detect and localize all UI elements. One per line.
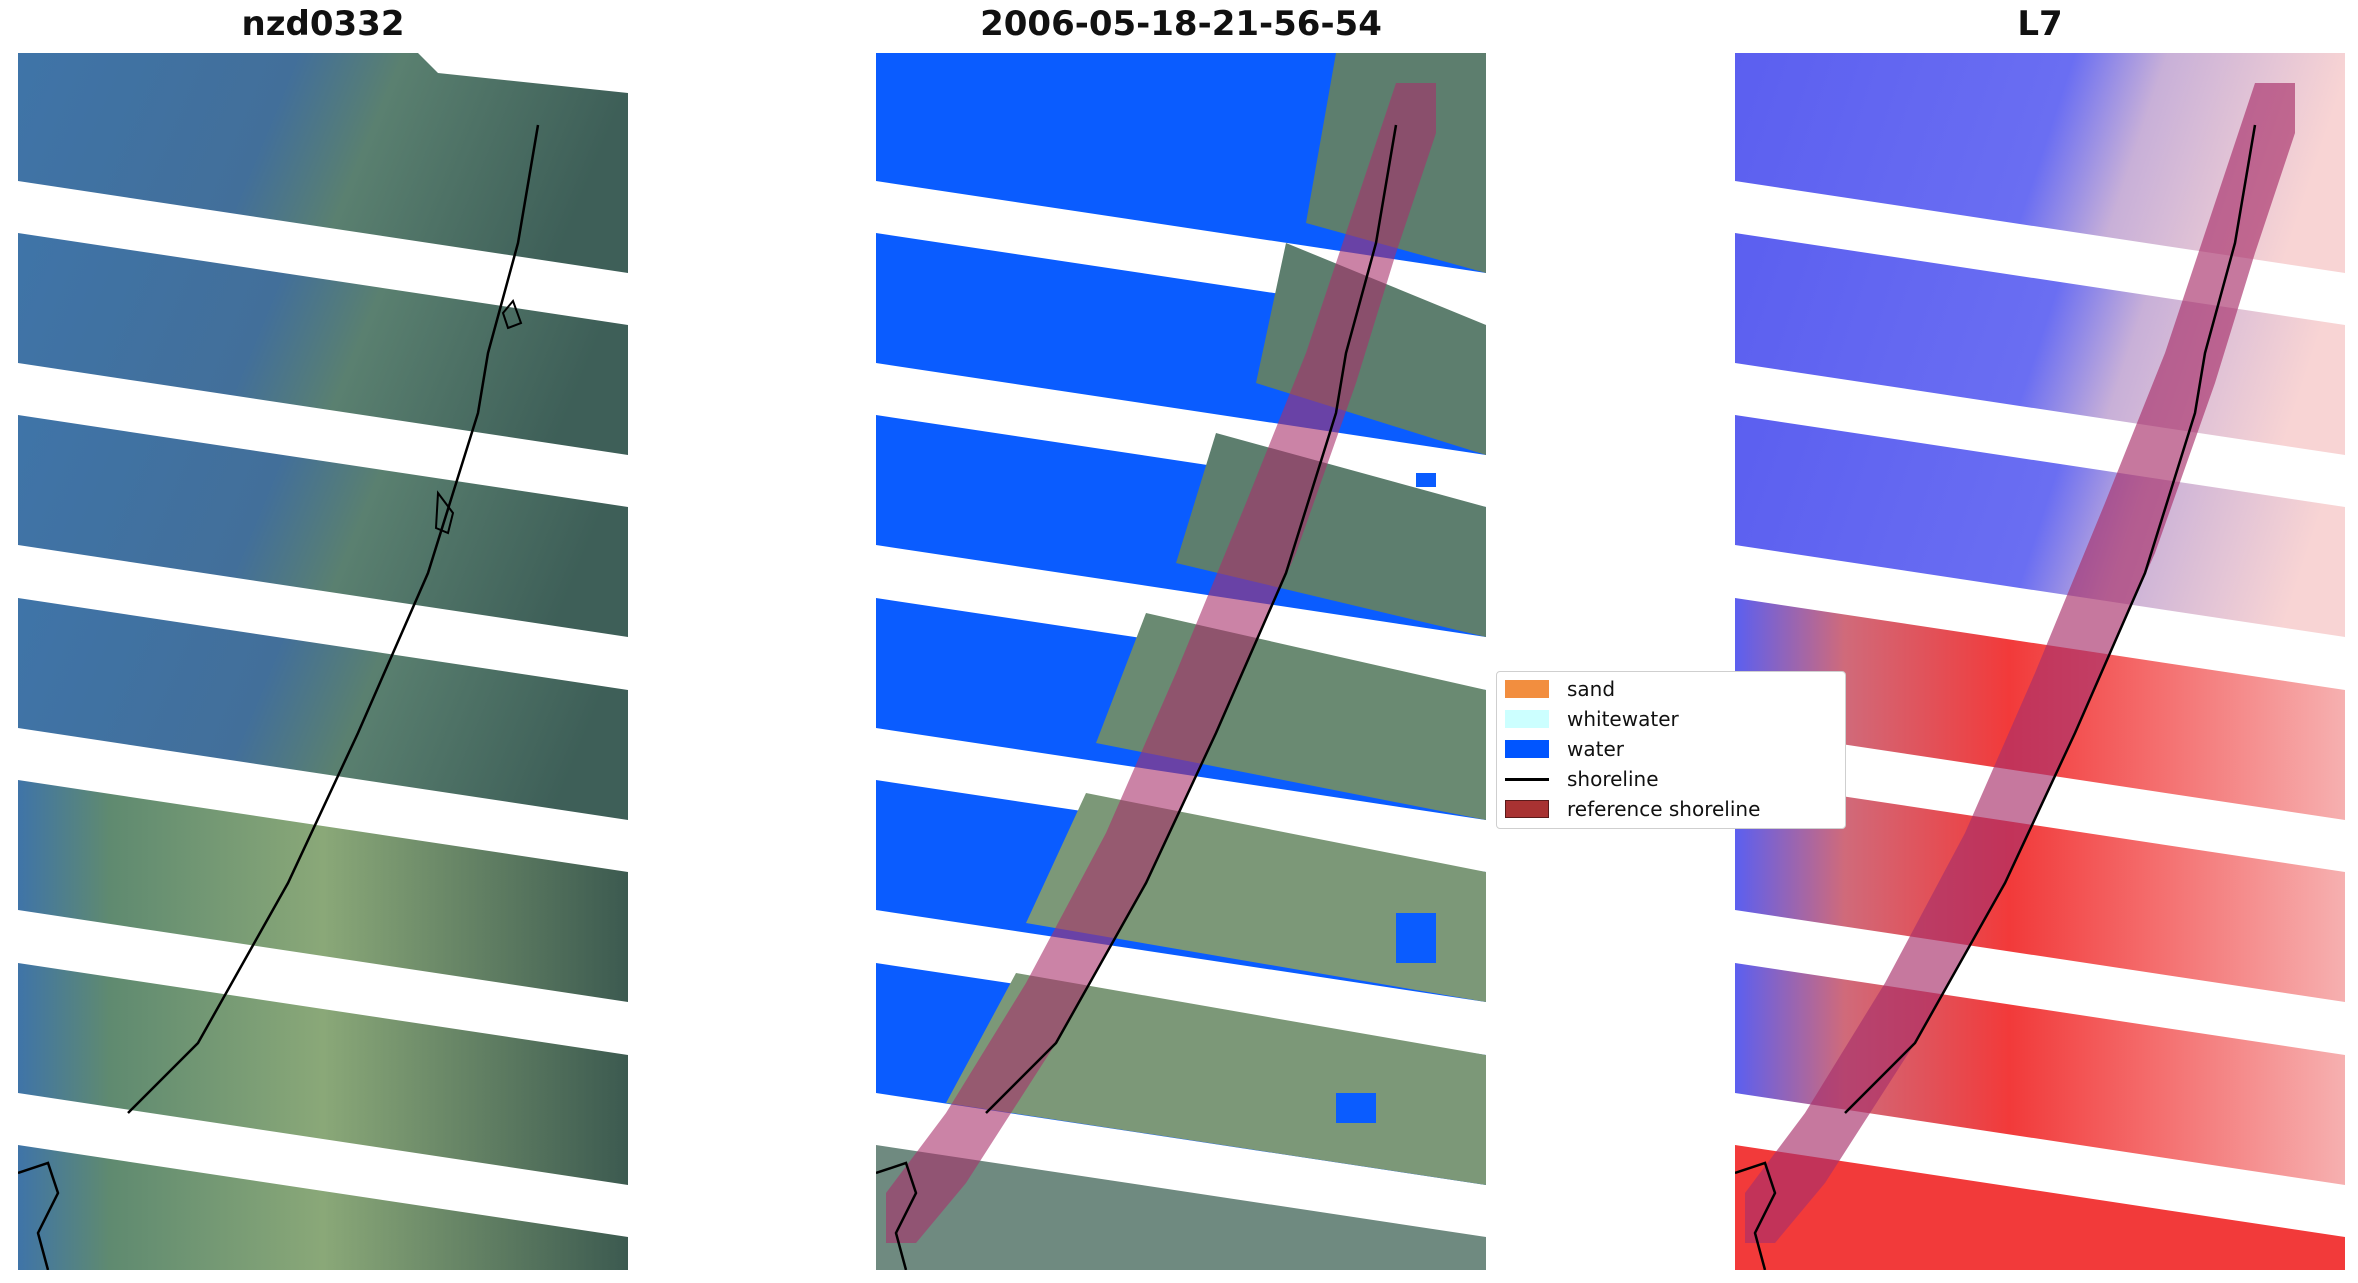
panel-title-classified: 2006-05-18-21-56-54 xyxy=(980,4,1382,44)
satellite-rgb-image xyxy=(18,53,628,1270)
legend-label: reference shoreline xyxy=(1567,797,1761,821)
index-image xyxy=(1735,53,2345,1270)
legend-label: sand xyxy=(1567,677,1616,701)
panel-title-index: L7 xyxy=(2017,4,2063,44)
legend-item-reference-shoreline: reference shoreline xyxy=(1505,796,1760,822)
legend-label: shoreline xyxy=(1567,767,1659,791)
legend-label: water xyxy=(1567,737,1624,761)
sand-swatch xyxy=(1505,680,1549,698)
legend-label: whitewater xyxy=(1567,707,1679,731)
reference-shoreline-swatch xyxy=(1505,800,1549,818)
panel-title-rgb: nzd0332 xyxy=(241,4,405,44)
legend: sand whitewater water shoreline referenc… xyxy=(1496,671,1846,829)
water-swatch xyxy=(1505,740,1549,758)
legend-item-shoreline: shoreline xyxy=(1505,766,1659,792)
legend-item-water: water xyxy=(1505,736,1624,762)
legend-item-whitewater: whitewater xyxy=(1505,706,1679,732)
shoreline-line-swatch xyxy=(1505,777,1549,781)
whitewater-swatch xyxy=(1505,710,1549,728)
legend-item-sand: sand xyxy=(1505,676,1615,702)
classified-image xyxy=(876,53,1486,1270)
